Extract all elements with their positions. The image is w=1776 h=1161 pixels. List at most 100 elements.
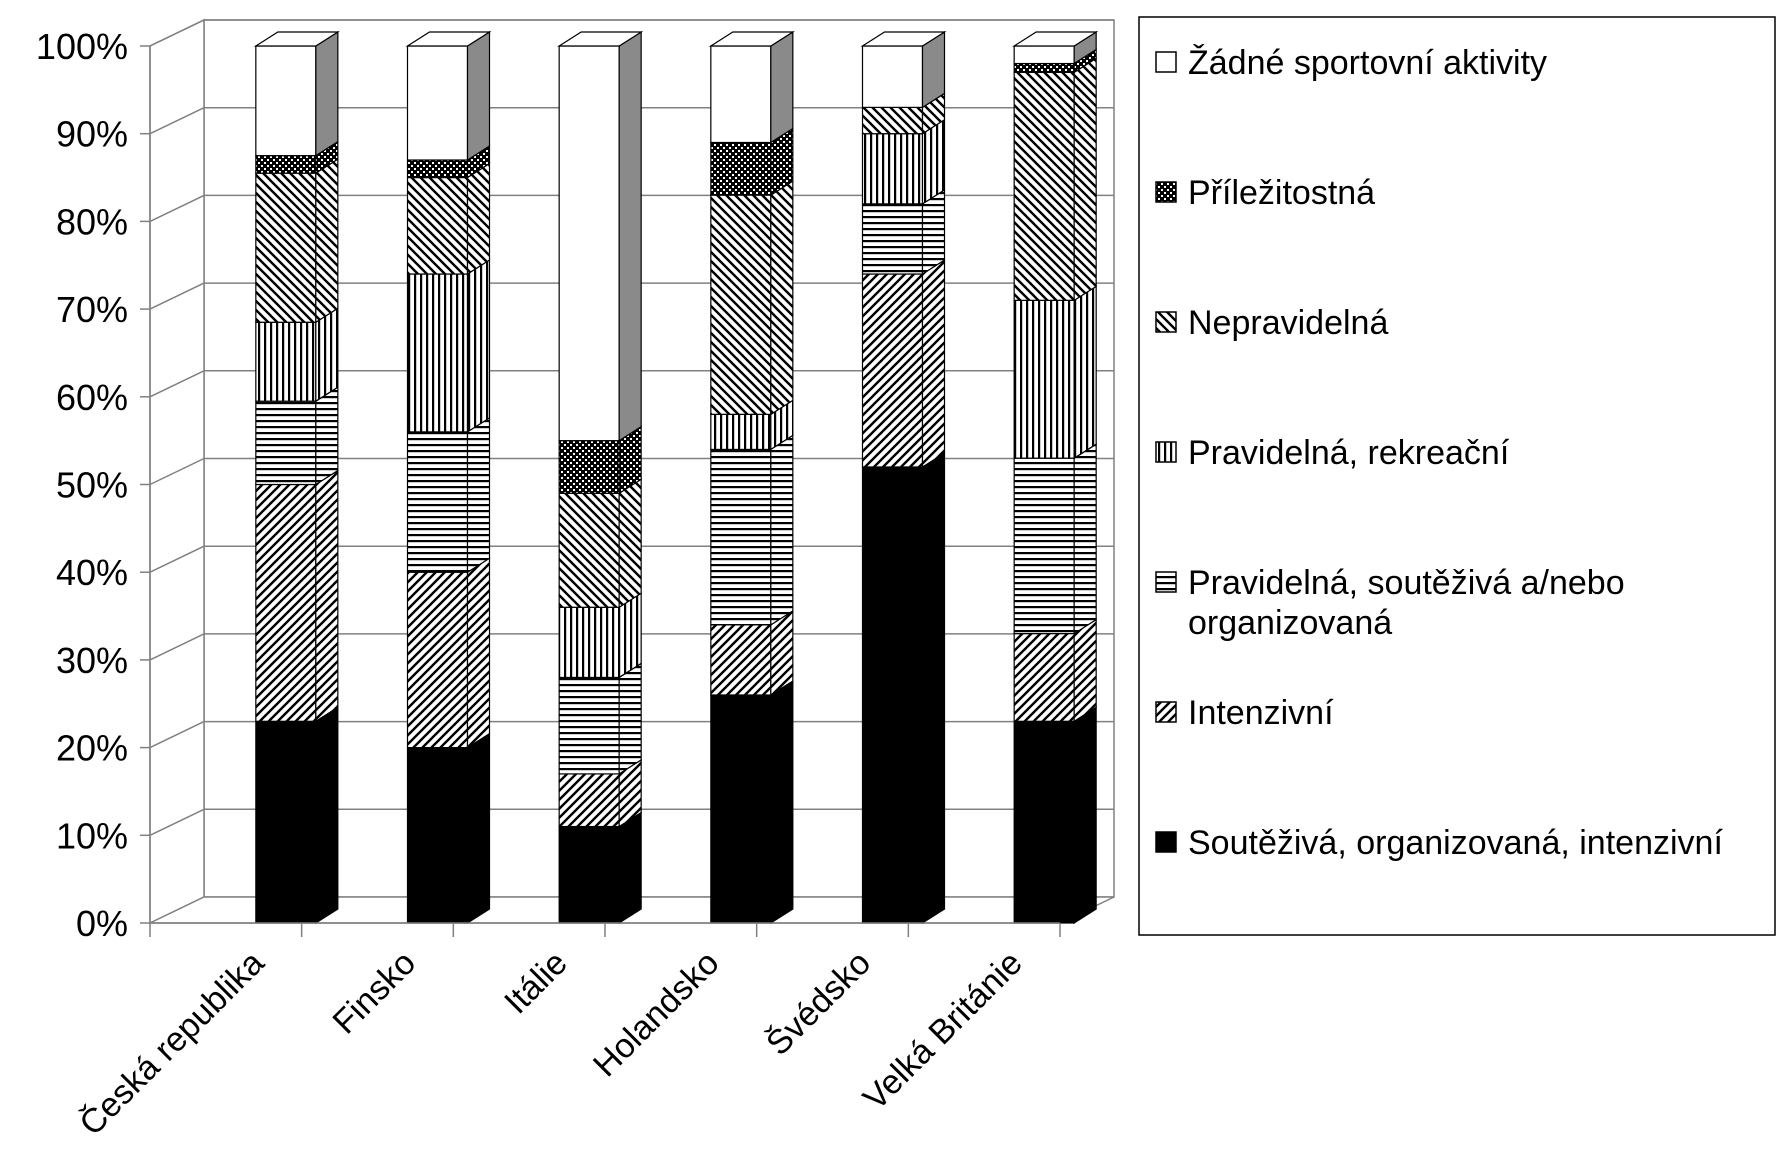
bar-segment [406, 431, 469, 573]
bar-segment [861, 466, 924, 924]
bar-segment [861, 45, 924, 108]
bar-segment [1013, 632, 1075, 722]
bar-segment-side [770, 679, 794, 925]
bar-segment [406, 571, 469, 749]
bar-segment [710, 694, 772, 924]
y-tick-label: 30% [56, 640, 128, 681]
bar-segment [558, 825, 620, 924]
legend-label: Soutěživá, organizovaná, intenzivní [1188, 824, 1723, 862]
bar-segment-side [466, 30, 491, 162]
bar-segment-side [466, 732, 491, 925]
legend-box [1138, 16, 1776, 936]
bar-segment [558, 773, 620, 828]
legend-label: Intenzivní [1188, 694, 1334, 732]
bar-segment [406, 45, 469, 161]
gridline-side [149, 545, 205, 573]
bar-segment [710, 448, 772, 626]
bar-segment-side [466, 162, 491, 276]
legend-swatch [1155, 571, 1177, 593]
bar-top [253, 31, 340, 47]
gridline-side [149, 457, 205, 486]
y-tick-label: 40% [56, 552, 128, 593]
bar-segment [710, 413, 772, 451]
y-tick-label: 80% [56, 201, 128, 242]
gridline-side [149, 370, 205, 398]
y-tick-label: 70% [56, 289, 128, 330]
bar-segment [558, 492, 620, 608]
x-category-label: Švédsko [759, 944, 878, 1063]
legend: Žádné sportovní aktivity Příležitostná Nep… [1138, 16, 1776, 936]
bar-segment [558, 440, 620, 494]
bar-segment-side [618, 30, 642, 442]
bar-segment-side [315, 706, 339, 925]
bar-segment-side [618, 662, 642, 776]
legend-swatch [1155, 51, 1177, 73]
bar-segment [1013, 45, 1075, 65]
bar-segment-side [1073, 285, 1097, 460]
bar-segment [558, 45, 620, 442]
bar-top [1012, 31, 1099, 47]
bar-segment-side [466, 258, 491, 433]
bar-segment-side [770, 609, 794, 697]
gridline-side [149, 633, 205, 661]
gridline-side [149, 282, 205, 310]
y-tick-label: 50% [56, 465, 128, 506]
bar-segment [255, 45, 317, 157]
bar-segment-side [315, 386, 339, 486]
bar-segment [558, 606, 620, 679]
bar-segment [558, 676, 620, 775]
bar-top [405, 31, 492, 47]
bar-segment-side [315, 158, 339, 324]
legend-label: Pravidelná, soutěživá a/nebo organizovaná [1188, 564, 1625, 642]
y-axis-ticks: 0% 10% 20% 30% 40% 50% 60% 70% 80% 90% 100% [36, 26, 150, 944]
legend-swatch [1155, 181, 1177, 203]
gridline-side [149, 107, 205, 135]
legend-label-line: Pravidelná, soutěživá a/nebo [1188, 564, 1625, 602]
bar-segment-side [921, 188, 946, 276]
bar-segment [1013, 457, 1075, 635]
legend-swatch [1155, 831, 1177, 853]
bar-segment [406, 273, 469, 433]
bar-segment-side [618, 592, 642, 679]
bar-segment-side [1073, 443, 1097, 635]
bar-segment [861, 106, 924, 135]
bar-segment-side [466, 416, 491, 574]
bar-segment-side [315, 307, 339, 403]
bar-top [708, 31, 795, 47]
x-category-label: Velká Británie [856, 944, 1030, 1118]
bar-segment-side [618, 478, 642, 609]
legend-label: Pravidelná, rekreační [1188, 434, 1510, 472]
y-tick-label: 100% [36, 26, 128, 67]
bar-segment [861, 273, 924, 468]
gridline-side [149, 19, 205, 47]
bar-segment-side [921, 258, 946, 469]
bar-segment-side [1073, 57, 1097, 302]
bar-segment [710, 45, 772, 144]
bar-segment [255, 400, 317, 486]
bar-segment [710, 141, 772, 196]
bar-segment [406, 746, 469, 924]
bar-segment-side [770, 30, 794, 144]
bar-segment-side [770, 179, 794, 416]
bar-segment [255, 720, 317, 924]
bar-segment [255, 172, 317, 323]
bar-segment-side [770, 434, 794, 626]
bar-segment [255, 321, 317, 402]
y-tick-label: 10% [56, 815, 128, 856]
gridline-side [149, 720, 205, 749]
y-tick-label: 60% [56, 377, 128, 418]
bar-segment [1013, 71, 1075, 301]
bar-segment [1013, 62, 1075, 73]
bar-segment-side [466, 557, 491, 749]
y-tick-label: 90% [56, 114, 128, 155]
bar-segment [1013, 720, 1075, 924]
gridline-side [149, 194, 205, 223]
bar-segment [255, 155, 317, 174]
bar-segment [406, 159, 469, 179]
x-axis-labels: Česká republika Finsko Itálie Holandsko Švéd… [72, 923, 1061, 1143]
gridline-side [149, 808, 205, 836]
gridlines [149, 19, 1114, 836]
y-tick-label: 0% [76, 903, 128, 944]
legend-label: Příležitostná [1188, 174, 1375, 212]
